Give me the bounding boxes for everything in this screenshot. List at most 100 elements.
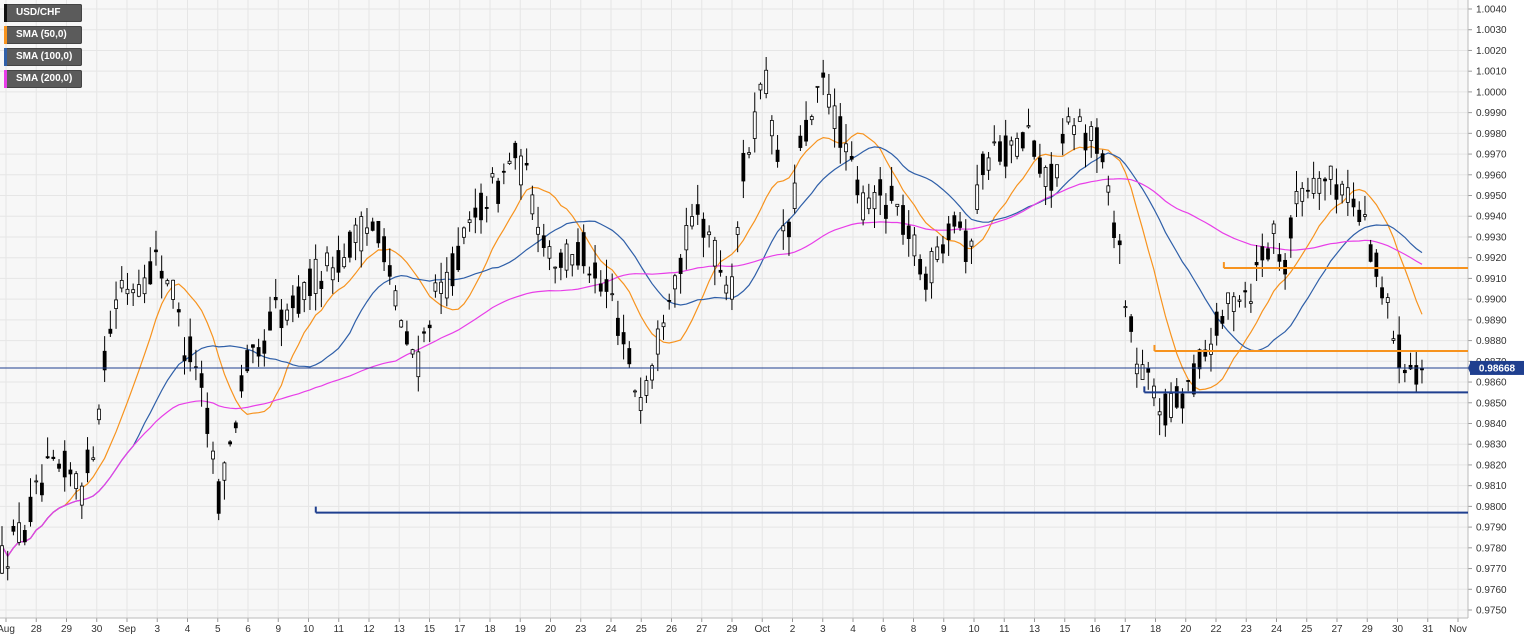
candle-up <box>302 282 307 301</box>
candle-up <box>633 390 637 393</box>
candle-up <box>285 309 290 321</box>
candle-down <box>479 192 483 221</box>
candle-down <box>1100 153 1105 163</box>
legend-swatch <box>4 70 7 88</box>
y-tick-label: 0.9950 <box>1476 191 1507 202</box>
candle-down <box>621 332 626 345</box>
candle-down <box>1260 246 1265 261</box>
legend-item-usdchf[interactable]: USD/CHF <box>4 4 83 22</box>
candle-down <box>387 265 392 277</box>
candle-down <box>11 525 16 532</box>
last-price-label: 0.98668 <box>1479 363 1516 374</box>
candle-down <box>804 119 808 142</box>
x-tick-label: 4 <box>850 624 856 635</box>
candle-down <box>1351 198 1356 208</box>
candle-down <box>1146 368 1151 373</box>
y-tick-label: 0.9970 <box>1476 150 1507 161</box>
candle-down <box>427 324 432 329</box>
candle-down <box>456 245 461 271</box>
candle-down <box>347 231 352 258</box>
candle-down <box>1020 132 1025 149</box>
candle-down <box>279 309 284 329</box>
candle-down <box>1402 369 1407 374</box>
candle-up <box>935 246 940 260</box>
candle-down <box>68 469 73 475</box>
y-tick-label: 0.9900 <box>1476 295 1507 306</box>
candle-up <box>393 290 398 307</box>
x-tick-label: 9 <box>275 624 281 635</box>
candle-down <box>918 259 923 275</box>
candle-up <box>1363 214 1367 217</box>
candle-up <box>136 284 141 297</box>
candle-down <box>587 273 592 276</box>
candle-down <box>884 204 888 219</box>
y-tick-label: 0.9800 <box>1476 502 1507 513</box>
candle-up <box>724 284 729 294</box>
candle-up <box>1248 301 1253 304</box>
x-tick-label: 11 <box>999 624 1010 635</box>
candle-down <box>1112 222 1116 238</box>
candle-up <box>330 267 335 281</box>
candle-down <box>604 279 609 292</box>
candle-down <box>695 204 700 215</box>
candle-up <box>1043 167 1048 187</box>
candle-down <box>319 280 324 289</box>
candle-up <box>764 69 769 94</box>
candle-down <box>1163 393 1168 426</box>
sma-200-line <box>1 178 1423 558</box>
x-tick-label: 29 <box>61 624 73 635</box>
x-tick-label: 3 <box>820 624 826 635</box>
y-tick-label: 0.9910 <box>1476 274 1507 285</box>
y-tick-label: 1.0010 <box>1476 67 1507 78</box>
candle-down <box>501 170 506 173</box>
candle-up <box>547 246 552 259</box>
candle-down <box>901 205 905 235</box>
candle-up <box>638 397 643 411</box>
candle-up <box>211 450 215 460</box>
candle-up <box>735 227 740 235</box>
candle-down <box>952 215 957 227</box>
candle-down <box>148 261 153 285</box>
candle-up <box>342 257 347 268</box>
y-tick-label: 0.9940 <box>1476 212 1507 223</box>
candle-up <box>1157 411 1162 416</box>
x-tick-label: 29 <box>1362 624 1374 635</box>
candle-up <box>992 141 997 144</box>
legend-item-sma50[interactable]: SMA (50,0) <box>4 26 83 44</box>
candle-up <box>564 243 569 271</box>
legend-item-sma200[interactable]: SMA (200,0) <box>4 70 83 88</box>
y-tick-label: 1.0020 <box>1476 46 1507 57</box>
y-tick-label: 0.9770 <box>1476 564 1507 575</box>
candle-down <box>290 295 295 309</box>
candle-down <box>308 268 312 296</box>
candle-down <box>1243 290 1248 293</box>
candle-up <box>222 462 227 481</box>
candle-down <box>980 153 985 176</box>
candle-down <box>256 347 261 357</box>
candle-up <box>34 480 39 483</box>
candle-up <box>1066 116 1071 123</box>
candle-down <box>484 206 489 209</box>
candle-down <box>251 344 255 348</box>
y-tick-label: 0.9850 <box>1476 398 1507 409</box>
candle-up <box>752 111 757 139</box>
x-tick-label: 6 <box>245 624 251 635</box>
y-tick-label: 0.9930 <box>1476 232 1507 243</box>
candle-down <box>159 270 164 279</box>
candle-down <box>1220 316 1225 324</box>
candle-down <box>102 350 107 371</box>
legend-item-sma100[interactable]: SMA (100,0) <box>4 48 83 66</box>
x-tick-label: 12 <box>363 624 375 635</box>
candle-down <box>216 481 221 514</box>
candle-up <box>895 203 900 207</box>
candle-up <box>530 194 535 215</box>
y-tick-label: 0.9790 <box>1476 523 1507 534</box>
candle-up <box>17 522 22 543</box>
x-tick-label: 11 <box>334 624 345 635</box>
candle-up <box>1385 297 1390 303</box>
candle-up <box>644 380 649 396</box>
y-tick-label: 1.0040 <box>1476 5 1507 16</box>
candle-down <box>22 530 27 543</box>
x-tick-label: 10 <box>303 624 315 635</box>
candle-down <box>701 218 706 238</box>
